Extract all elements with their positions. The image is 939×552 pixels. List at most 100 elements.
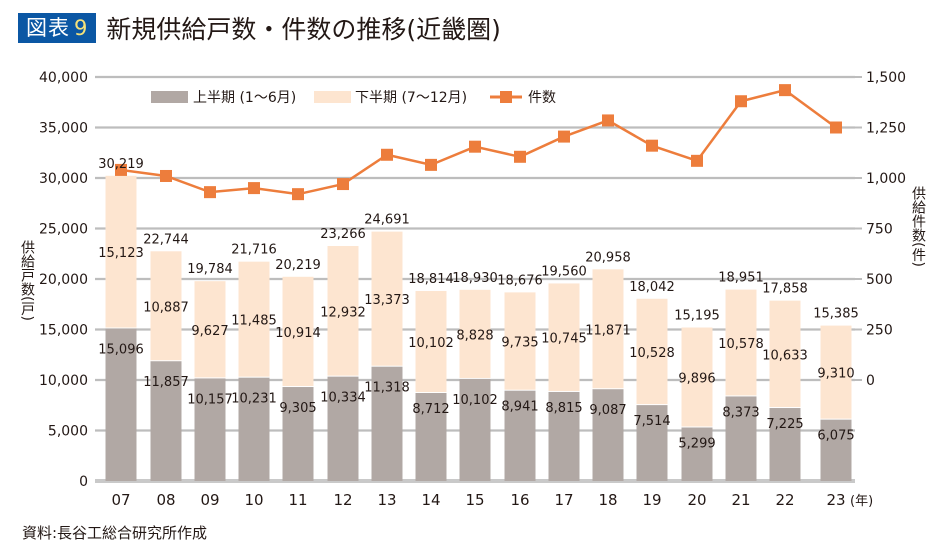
left-tick-label: 35,000 — [39, 121, 88, 137]
bar-first-half — [592, 389, 624, 481]
legend-swatch-second-half — [314, 91, 351, 103]
x-tick-label: 16 — [510, 491, 529, 509]
x-tick-label: 08 — [156, 491, 175, 509]
label-total: 23,266 — [320, 227, 366, 242]
left-tick-label: 10,000 — [39, 373, 88, 389]
legend-label-count: 件数 — [528, 90, 556, 106]
label-second-half: 13,373 — [364, 293, 410, 308]
bar-first-half — [371, 366, 403, 481]
x-tick-label: 13 — [377, 491, 396, 509]
line-marker-count — [292, 188, 304, 201]
label-total: 19,784 — [187, 262, 233, 277]
line-marker-count — [115, 163, 127, 176]
line-marker-count — [248, 182, 260, 195]
x-unit-label: (年) — [850, 494, 873, 509]
bar-first-half — [194, 378, 226, 481]
label-second-half: 11,871 — [585, 323, 631, 338]
x-tick-label: 12 — [333, 491, 352, 509]
right-tick-label: 1,250 — [866, 121, 906, 137]
chart-title: 新規供給戸数・件数の推移(近畿圏) — [106, 15, 501, 44]
left-tick-label: 20,000 — [39, 272, 88, 288]
label-first-half: 8,712 — [412, 402, 449, 417]
label-total: 21,716 — [231, 243, 277, 258]
right-tick-label: 250 — [866, 323, 893, 339]
bar-first-half — [820, 419, 852, 481]
left-tick-label: 0 — [79, 474, 88, 490]
label-total: 15,195 — [674, 309, 720, 324]
right-tick-label: 1,000 — [866, 171, 906, 187]
label-total: 24,691 — [364, 213, 410, 228]
bar-second-half — [820, 325, 852, 419]
x-tick-label: 10 — [244, 491, 263, 509]
label-first-half: 15,096 — [98, 343, 144, 358]
bar-first-half — [681, 427, 713, 481]
bar-second-half — [327, 246, 359, 376]
label-total: 17,858 — [762, 282, 808, 297]
bar-first-half — [327, 376, 359, 481]
x-tick-label: 19 — [642, 491, 661, 509]
bar-second-half — [725, 289, 757, 396]
label-total: 20,219 — [275, 258, 321, 273]
figure-badge: 図表 9 — [18, 13, 97, 43]
right-tick-label: 750 — [866, 222, 893, 238]
label-first-half: 10,102 — [452, 393, 498, 408]
bar-second-half — [105, 175, 137, 328]
line-marker-count — [558, 130, 570, 143]
source-note: 資料:長谷工総合研究所作成 — [22, 524, 208, 542]
label-second-half: 9,627 — [191, 324, 228, 339]
bar-second-half — [459, 289, 491, 378]
line-marker-count — [735, 95, 747, 108]
bar-first-half — [415, 393, 447, 481]
bar-first-half — [459, 378, 491, 481]
legend-label-first-half: 上半期 (1〜6月) — [193, 90, 296, 106]
x-tick-label: 07 — [111, 491, 130, 509]
x-tick-label: 15 — [465, 491, 484, 509]
label-first-half: 9,087 — [589, 403, 626, 418]
line-series — [115, 84, 842, 201]
line-marker-count — [337, 178, 349, 191]
label-first-half: 8,815 — [545, 401, 582, 416]
line-marker-count — [204, 186, 216, 199]
label-second-half: 10,528 — [629, 346, 675, 361]
bar-first-half — [238, 377, 270, 481]
right-tick-label: 500 — [866, 272, 893, 288]
label-first-half: 10,157 — [187, 392, 233, 407]
bar-second-half — [415, 290, 447, 393]
bar-first-half — [769, 408, 801, 481]
label-first-half: 11,857 — [143, 375, 189, 390]
bar-first-half — [105, 328, 137, 481]
left-tick-label: 15,000 — [39, 323, 88, 339]
bar-first-half — [636, 405, 668, 481]
label-second-half: 9,896 — [678, 372, 715, 387]
legend-marker-count — [500, 91, 512, 103]
label-first-half: 7,514 — [633, 414, 670, 429]
bar-second-half — [504, 292, 536, 390]
right-tick-label: 1,500 — [866, 70, 906, 86]
x-tick-label: 21 — [731, 491, 750, 509]
line-marker-count — [779, 84, 791, 97]
line-marker-count — [602, 114, 614, 127]
label-first-half: 7,225 — [766, 417, 803, 432]
line-marker-count — [691, 154, 703, 167]
bar-second-half — [150, 251, 182, 361]
legend-label-second-half: 下半期 (7〜12月) — [355, 90, 467, 106]
label-total: 22,744 — [143, 232, 189, 247]
label-second-half: 12,932 — [320, 305, 366, 320]
label-first-half: 9,305 — [279, 401, 316, 416]
x-tick-label: 23 — [826, 491, 845, 509]
label-second-half: 10,578 — [718, 337, 764, 352]
label-first-half: 5,299 — [678, 436, 715, 451]
label-second-half: 10,745 — [541, 332, 587, 347]
right-tick-label: 0 — [866, 373, 875, 389]
label-total: 18,042 — [629, 280, 675, 295]
label-first-half: 8,941 — [501, 400, 538, 415]
right-axis-title: 供給件数(件) — [910, 186, 926, 267]
label-total: 18,814 — [408, 272, 454, 287]
label-total: 30,219 — [98, 157, 144, 172]
label-second-half: 9,735 — [501, 336, 538, 351]
label-second-half: 15,123 — [98, 246, 144, 261]
legend: 上半期 (1〜6月) 下半期 (7〜12月) 件数 — [151, 90, 556, 106]
label-first-half: 11,318 — [364, 381, 410, 396]
bar-series — [105, 175, 852, 481]
bar-first-half — [282, 387, 314, 481]
